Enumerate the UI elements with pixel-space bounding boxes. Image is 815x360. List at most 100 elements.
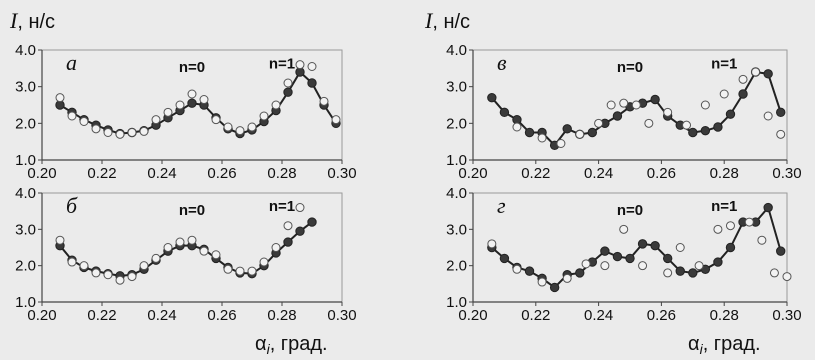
order-annotation: n=0 — [179, 202, 205, 219]
y-tick-label: 3.0 — [15, 79, 36, 96]
x-tick-label: 0.28 — [267, 165, 296, 182]
x-axis-label-left: αi, град. — [255, 333, 328, 357]
x-tick-label: 0.26 — [647, 307, 676, 324]
x-tick-label: 0.20 — [458, 307, 487, 324]
data-point-filled — [524, 127, 535, 138]
data-point-open — [757, 235, 767, 245]
data-point-open — [537, 277, 547, 287]
x-tick-label: 0.20 — [27, 307, 56, 324]
x-tick-label: 0.24 — [147, 307, 176, 324]
y-tick-label: 1.0 — [446, 152, 467, 169]
x-tick-label: 0.28 — [710, 307, 739, 324]
data-point-open — [556, 139, 566, 148]
x-tick-label: 0.30 — [772, 307, 801, 324]
data-point-filled — [662, 253, 673, 264]
data-point-open — [295, 203, 305, 213]
y-tick-label: 3.0 — [446, 221, 467, 238]
data-point-filled — [713, 122, 723, 132]
y-tick-label: 2.0 — [446, 258, 467, 275]
data-point-filled — [650, 240, 660, 251]
panel-1: 1.0 2.0 3.0 4.0 0.20 0.22 0.24 0.26 0.28 0.30 а n=0… — [15, 42, 356, 182]
series-line-filled — [491, 205, 782, 289]
data-point-filled — [307, 78, 317, 88]
x-tick-label: 0.24 — [584, 307, 613, 324]
panel-letter: г — [497, 193, 506, 218]
data-point-filled — [499, 107, 510, 118]
data-point-open — [663, 268, 673, 278]
y-tick-label: 3.0 — [446, 79, 467, 96]
x-tick-label: 0.22 — [521, 307, 550, 324]
order-annotation: n=0 — [617, 59, 643, 76]
data-point-filled — [283, 87, 293, 97]
data-point-open — [271, 100, 281, 110]
data-point-open — [319, 96, 329, 106]
data-point-open — [151, 115, 161, 125]
series-line-filled — [59, 221, 313, 277]
data-point-open — [187, 235, 197, 245]
data-point-open — [199, 246, 209, 256]
data-point-open — [283, 221, 293, 231]
data-point-open — [307, 62, 317, 71]
data-point-filled — [625, 253, 635, 264]
data-point-open — [763, 111, 773, 121]
panel-letter: а — [66, 50, 77, 75]
data-point-filled — [283, 237, 293, 247]
data-point-open — [79, 261, 89, 271]
x-tick-label: 0.30 — [772, 165, 801, 182]
order-annotation: n=0 — [617, 202, 643, 219]
data-point-filled — [575, 268, 585, 278]
data-point-open — [175, 100, 185, 110]
data-point-filled — [675, 266, 685, 276]
y-tick-label: 2.0 — [446, 115, 467, 132]
data-point-open — [751, 67, 761, 77]
data-point-filled — [725, 242, 736, 253]
data-point-filled — [295, 226, 305, 236]
data-point-open — [235, 126, 245, 136]
panel-letter: б — [66, 193, 78, 218]
data-point-filled — [637, 239, 648, 249]
data-point-filled — [499, 253, 510, 264]
data-point-open — [91, 124, 101, 134]
x-tick-label: 0.24 — [584, 165, 613, 182]
data-point-open — [619, 98, 629, 108]
data-point-open — [67, 111, 77, 121]
data-point-open — [575, 129, 585, 139]
data-point-filled — [487, 92, 497, 103]
data-point-open — [187, 89, 197, 99]
data-point-open — [644, 118, 654, 128]
data-point-open — [115, 129, 125, 139]
x-tick-label: 0.26 — [647, 165, 676, 182]
data-point-open — [675, 243, 685, 252]
x-axis-label-right: αi, град. — [688, 333, 761, 357]
data-point-filled — [763, 69, 773, 79]
data-point-filled — [738, 89, 748, 99]
data-point-open — [91, 268, 101, 278]
y-tick-label: 1.0 — [15, 294, 36, 311]
data-point-open — [700, 100, 710, 110]
x-tick-label: 0.30 — [327, 307, 356, 324]
data-point-filled — [587, 127, 598, 138]
data-point-filled — [307, 217, 317, 227]
data-point-filled — [776, 246, 786, 256]
data-point-open — [55, 93, 65, 103]
data-point-open — [512, 264, 522, 274]
data-point-open — [103, 270, 113, 280]
x-tick-label: 0.22 — [87, 307, 116, 324]
panels: 1.0 2.0 3.0 4.0 0.20 0.22 0.24 0.26 0.28 0.30 а n=0… — [15, 42, 801, 324]
data-point-filled — [600, 246, 610, 256]
y-tick-label: 1.0 — [446, 294, 467, 311]
y-tick-label: 4.0 — [15, 42, 36, 59]
y-tick-label: 4.0 — [15, 185, 36, 202]
data-point-filled — [524, 266, 535, 276]
data-point-open — [682, 120, 692, 130]
data-point-filled — [549, 282, 560, 293]
data-point-open — [247, 266, 257, 276]
data-point-filled — [700, 125, 711, 136]
data-point-filled — [612, 251, 623, 262]
data-point-filled — [688, 127, 698, 138]
data-point-open — [512, 122, 522, 132]
data-point-open — [259, 257, 269, 267]
order-annotation: n=1 — [711, 55, 737, 72]
